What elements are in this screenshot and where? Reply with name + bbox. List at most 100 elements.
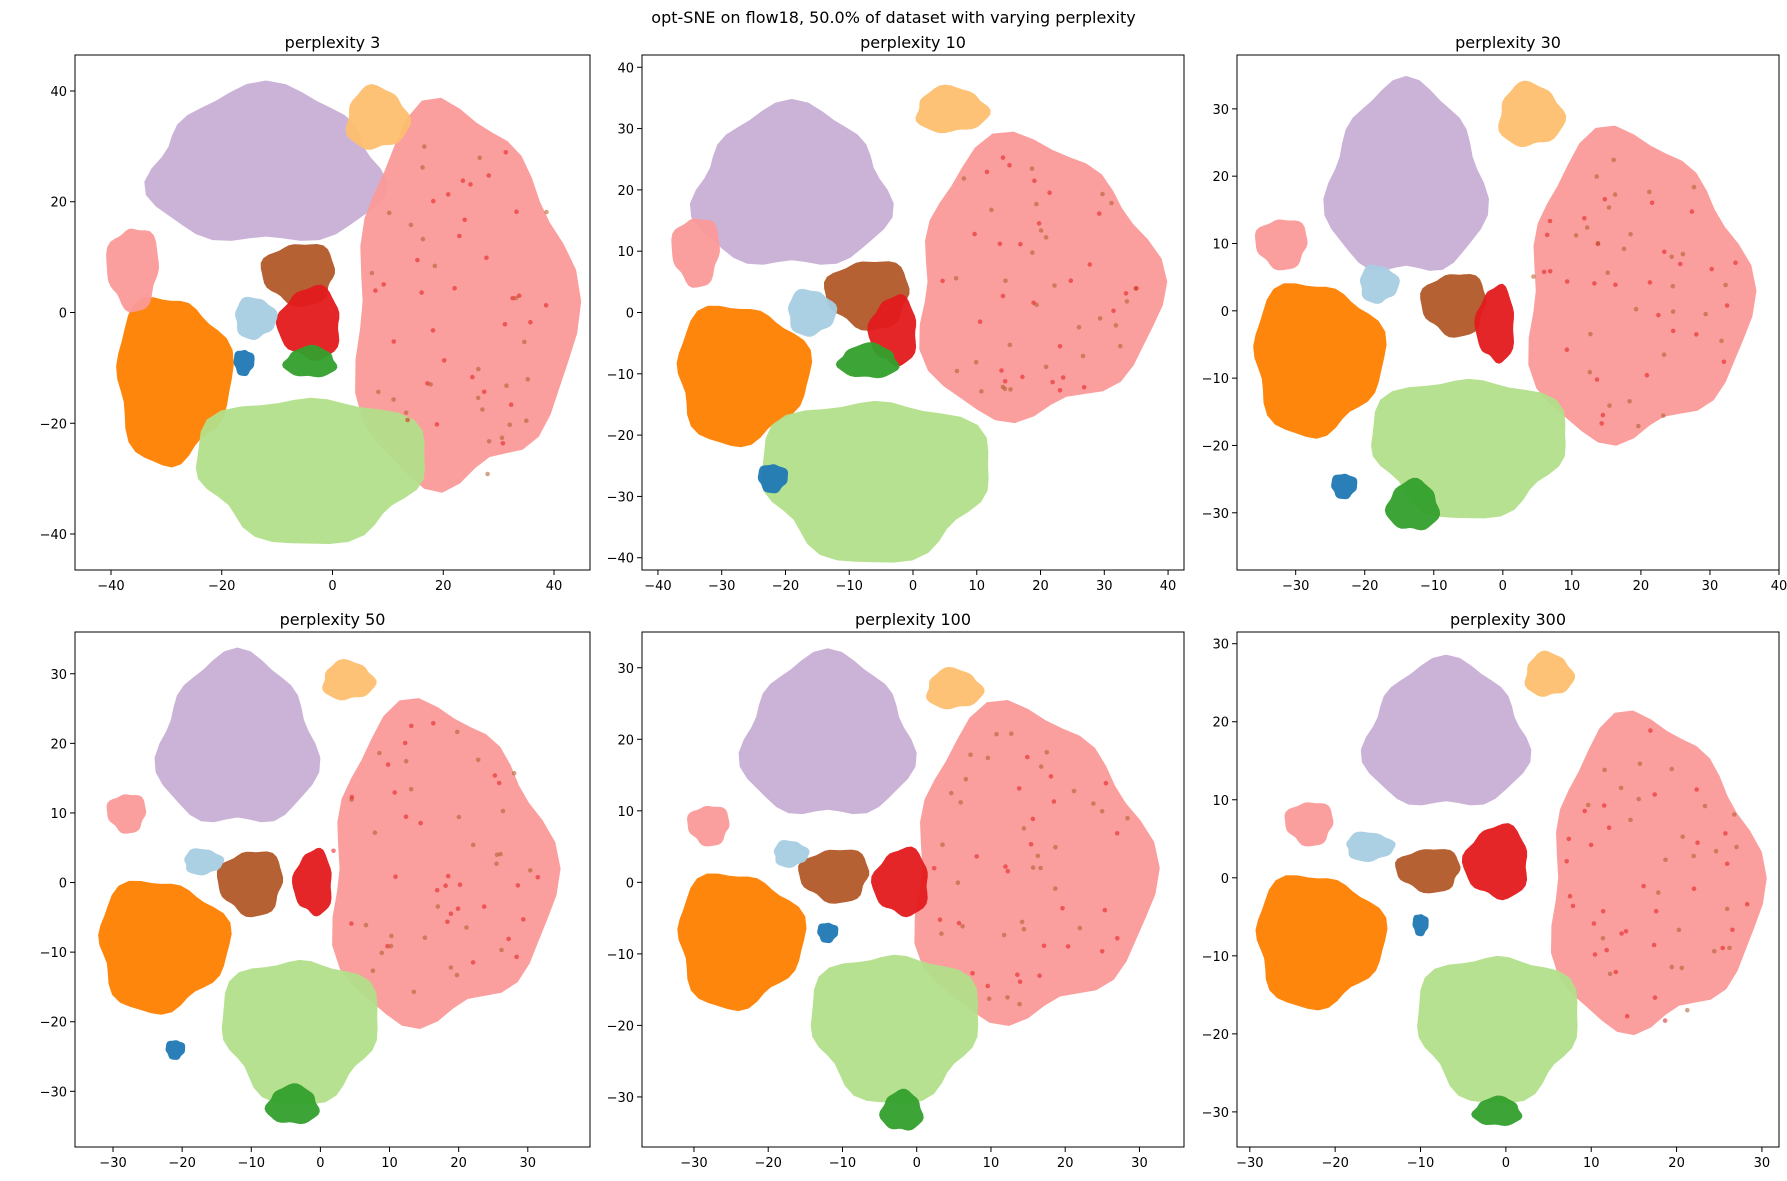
x-tick-label: 30	[520, 1156, 537, 1171]
point	[1641, 883, 1646, 889]
x-tick-label: 10	[1583, 1156, 1600, 1171]
cluster-brown	[1395, 849, 1461, 894]
cluster-purple	[689, 98, 894, 265]
point	[1003, 278, 1008, 284]
point	[1060, 375, 1066, 380]
point	[1100, 191, 1105, 197]
point	[376, 389, 381, 395]
cluster-blue	[757, 464, 789, 494]
point	[1113, 323, 1119, 328]
point	[1587, 369, 1593, 375]
point	[543, 303, 549, 308]
y-tick-label: 0	[626, 307, 634, 322]
point	[1005, 868, 1011, 874]
point	[1599, 421, 1604, 426]
scatter-points	[940, 155, 1139, 394]
point	[997, 241, 1003, 247]
point	[448, 911, 454, 916]
point	[1582, 216, 1587, 221]
point	[1649, 200, 1655, 206]
y-tick-label: 0	[59, 307, 67, 322]
point	[1678, 261, 1683, 267]
point	[1005, 995, 1010, 1000]
y-tick-label: −30	[1202, 507, 1229, 522]
point	[504, 383, 509, 389]
cluster-red	[292, 847, 332, 917]
point	[954, 368, 960, 374]
axes-frame	[1236, 631, 1780, 1148]
point	[1034, 201, 1039, 207]
point	[1000, 293, 1006, 299]
cluster-light-orange	[1498, 80, 1567, 147]
cluster-purple	[144, 80, 388, 241]
point	[1594, 174, 1599, 179]
point	[1044, 750, 1050, 755]
point	[448, 965, 454, 970]
point	[521, 917, 526, 922]
point	[1091, 801, 1096, 806]
point	[1111, 308, 1116, 314]
y-tick-label: −20	[1202, 1028, 1229, 1043]
cluster-light-blue	[1359, 264, 1400, 304]
point	[1601, 803, 1607, 808]
cluster-blue	[233, 350, 255, 377]
point	[1613, 969, 1619, 975]
point	[1636, 796, 1641, 802]
point	[1564, 347, 1570, 353]
point	[492, 773, 498, 778]
x-tick-label: 0	[328, 579, 336, 594]
point	[1652, 995, 1658, 1000]
x-tick-label: −10	[238, 1156, 265, 1171]
point	[1057, 344, 1063, 349]
point	[973, 359, 979, 365]
cluster-purple	[1360, 654, 1532, 806]
point	[1656, 890, 1661, 895]
point	[1031, 300, 1036, 306]
point	[1134, 286, 1139, 291]
x-tick-label: 0	[1499, 579, 1507, 594]
point	[1057, 388, 1063, 393]
point	[484, 255, 489, 261]
point	[1669, 964, 1675, 970]
y-tick-label: 10	[1212, 237, 1229, 252]
cluster-salmon	[1528, 125, 1757, 446]
point	[1016, 786, 1022, 791]
cluster-blue	[1412, 914, 1429, 937]
x-tick-label: 30	[1702, 579, 1719, 594]
point	[1002, 386, 1008, 392]
y-tick-label: −30	[607, 490, 634, 505]
point	[1670, 283, 1676, 289]
point	[515, 883, 521, 888]
point	[1547, 218, 1553, 224]
cluster-red	[871, 846, 928, 918]
point	[970, 970, 975, 976]
point	[1037, 973, 1042, 978]
x-tick-label: −20	[168, 1156, 195, 1171]
point	[1653, 908, 1659, 914]
point	[496, 780, 502, 786]
y-tick-label: 20	[50, 737, 67, 752]
cluster-green	[282, 344, 338, 378]
point	[960, 924, 965, 929]
point	[441, 358, 447, 363]
point	[1606, 825, 1612, 830]
subplot-title: perplexity 30	[1455, 33, 1561, 52]
cluster-salmon	[914, 700, 1160, 1026]
point	[1602, 196, 1608, 202]
point	[1038, 865, 1043, 871]
point	[502, 322, 508, 327]
point	[1602, 767, 1607, 773]
point	[415, 257, 420, 263]
point	[516, 293, 522, 299]
x-tick-label: 10	[983, 1156, 1000, 1171]
point	[498, 851, 503, 857]
cluster-red	[1474, 283, 1514, 364]
cluster-orange	[677, 873, 807, 1012]
y-tick-label: −20	[40, 417, 67, 432]
point	[1087, 262, 1093, 267]
x-tick-label: 40	[546, 579, 563, 594]
point	[985, 755, 991, 761]
x-tick-label: 0	[316, 1156, 324, 1171]
point	[506, 936, 511, 942]
point	[1009, 731, 1014, 736]
